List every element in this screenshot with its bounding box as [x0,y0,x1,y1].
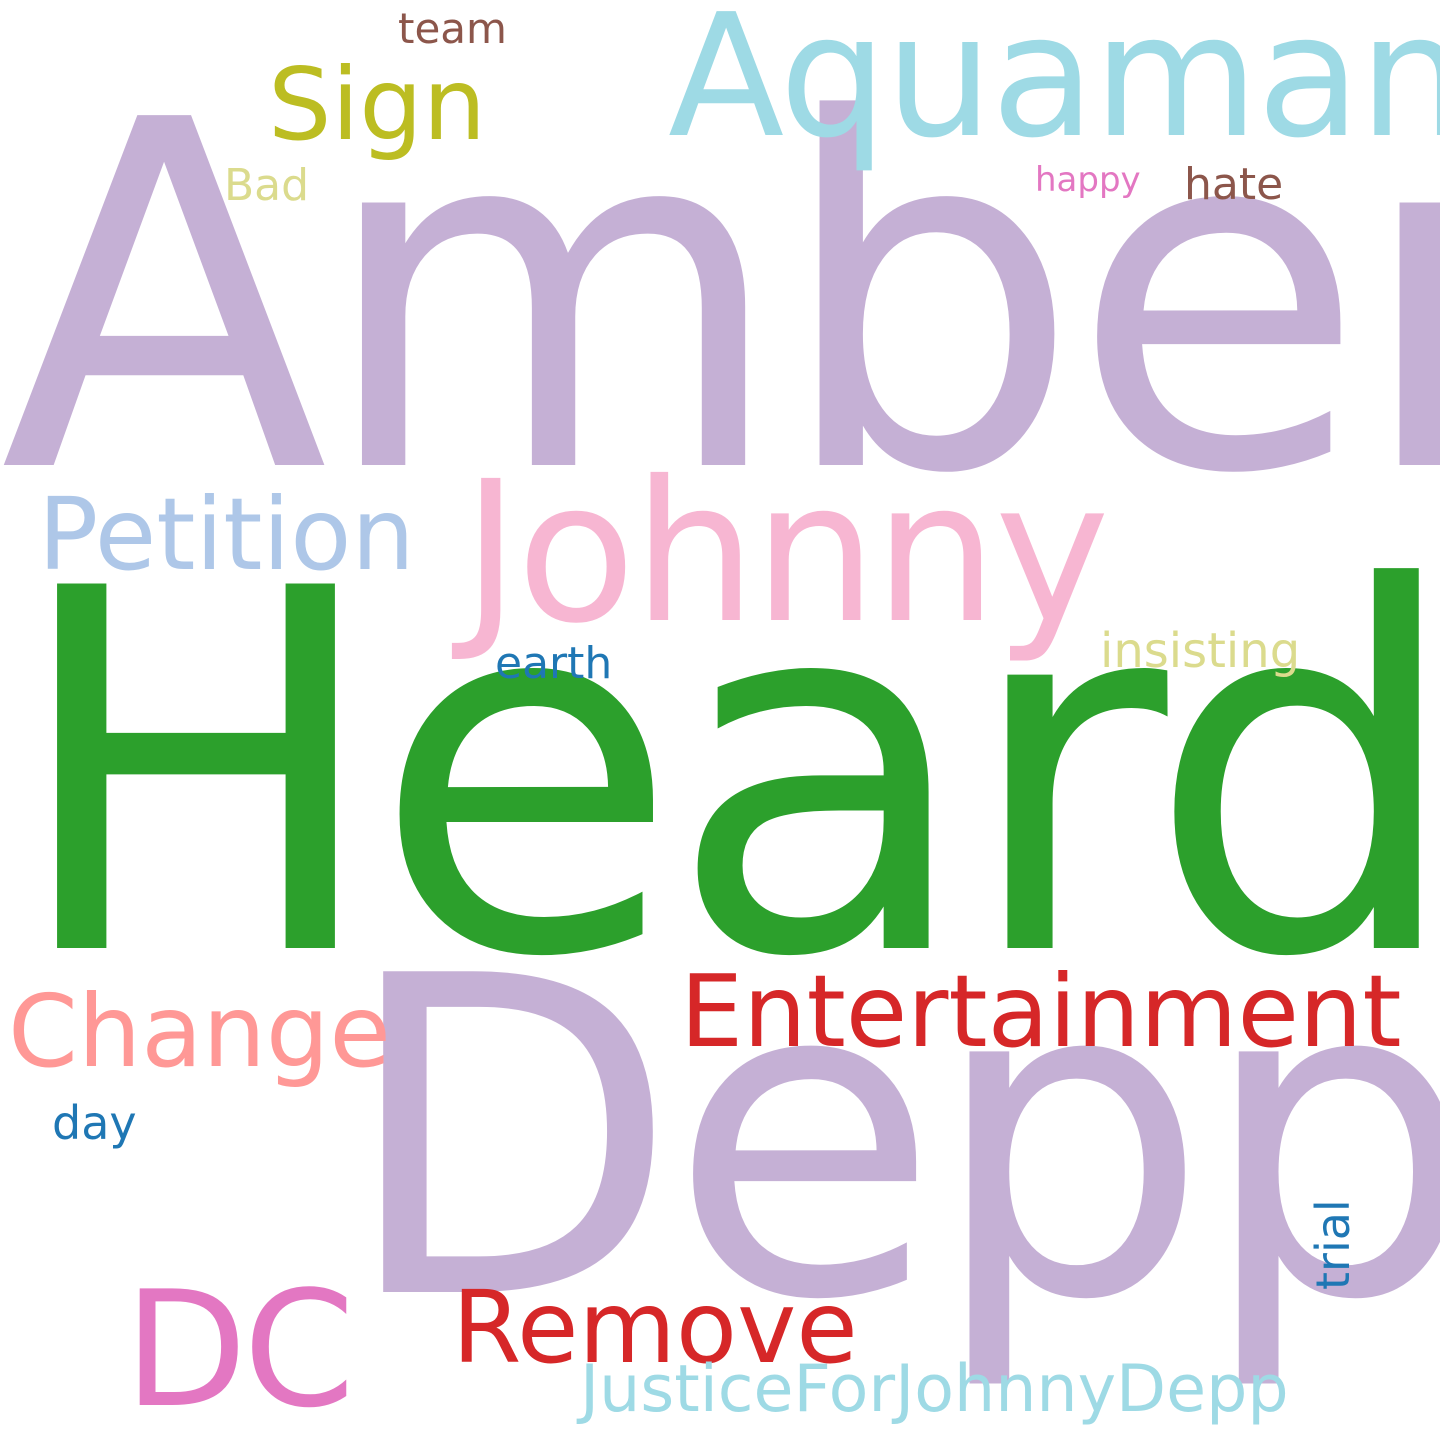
word-depp: Depp [340,884,1440,1396]
word-change: Change [8,973,391,1090]
word-entertainment: Entertainment [680,953,1402,1070]
word-hate: hate [1184,159,1284,210]
word-bad: Bad [224,160,310,211]
word-day: day [52,1096,137,1150]
word-insisting: insisting [1100,623,1301,679]
word-trial: trial [1306,1199,1360,1290]
word-earth: earth [495,638,613,689]
word-remove: Remove [452,1269,858,1386]
word-team: team [398,4,507,53]
word-petition: Petition [38,476,415,593]
word-johnny: Johnny [462,439,1110,666]
word-heard: Heard [8,484,1440,1066]
word-dc: DC [124,1256,355,1440]
word-justice-for-johnny-depp: JusticeForJohnnyDepp [580,1352,1289,1427]
word-happy: happy [1035,160,1141,200]
word-sign: Sign [268,46,487,163]
word-aquaman: Aquaman [668,0,1440,176]
word-amber: Amber [0,20,1440,579]
